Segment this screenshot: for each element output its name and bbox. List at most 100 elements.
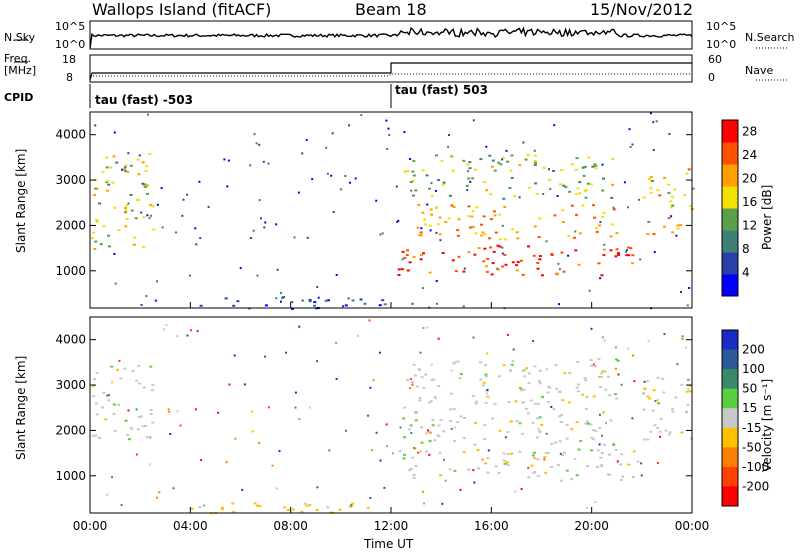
scatter-cell bbox=[548, 386, 552, 389]
noise-cell bbox=[241, 488, 244, 491]
scatter-cell bbox=[556, 273, 559, 276]
noise-cell bbox=[686, 304, 689, 307]
scatter-cell bbox=[541, 395, 544, 398]
scatter-cell bbox=[671, 407, 674, 410]
noise-cell bbox=[559, 268, 561, 271]
scatter-cell bbox=[552, 170, 555, 172]
scatter-cell bbox=[570, 428, 574, 431]
scatter-cell bbox=[492, 250, 496, 253]
noise-cell bbox=[423, 502, 426, 505]
scatter-cell bbox=[112, 412, 116, 415]
scatter-cell bbox=[560, 169, 564, 172]
scatter-cell bbox=[198, 506, 202, 509]
scatter-cell bbox=[568, 190, 572, 193]
scatter-cell bbox=[602, 211, 606, 214]
noise-cell bbox=[509, 369, 512, 372]
scatter-cell bbox=[442, 181, 446, 184]
scatter-cell bbox=[533, 160, 537, 162]
scatter-cell bbox=[125, 204, 129, 207]
scatter-cell bbox=[405, 378, 409, 381]
noise-cell bbox=[631, 417, 634, 420]
scatter-cell bbox=[646, 233, 650, 236]
scatter-cell bbox=[648, 397, 652, 400]
scatter-cell bbox=[534, 182, 538, 185]
noise-cell bbox=[505, 149, 508, 152]
scatter-cell bbox=[562, 270, 566, 273]
noise-cell bbox=[614, 346, 617, 349]
scatter-cell bbox=[125, 218, 129, 220]
noise-cell bbox=[557, 262, 560, 265]
noise-cell bbox=[409, 158, 412, 160]
noise-cell bbox=[676, 363, 679, 366]
noise-cell bbox=[267, 406, 270, 409]
scatter-cell bbox=[662, 391, 666, 394]
scatter-cell bbox=[514, 400, 518, 403]
scatter-cell bbox=[488, 237, 492, 240]
scatter-cell bbox=[220, 508, 224, 511]
noise-cell bbox=[601, 336, 604, 339]
scatter-cell bbox=[532, 451, 536, 454]
scatter-cell bbox=[645, 380, 649, 383]
scatter-cell bbox=[497, 472, 501, 474]
scatter-cell bbox=[536, 262, 540, 264]
noise-cell bbox=[354, 177, 357, 180]
scatter-cell bbox=[236, 300, 240, 303]
scatter-cell bbox=[509, 169, 513, 172]
scatter-cell bbox=[586, 182, 590, 185]
noise-cell bbox=[603, 243, 606, 246]
noise-cell bbox=[420, 227, 423, 230]
scatter-cell bbox=[589, 423, 593, 426]
scatter-cell bbox=[151, 384, 155, 386]
noise-cell bbox=[688, 287, 691, 289]
scatter-cell bbox=[510, 363, 514, 366]
noise-cell bbox=[574, 230, 577, 233]
noise-cell bbox=[512, 348, 515, 351]
scatter-cell bbox=[515, 269, 519, 272]
scatter-cell bbox=[428, 271, 432, 274]
scatter-cell bbox=[474, 402, 478, 405]
noise-cell bbox=[668, 133, 671, 135]
noise-cell bbox=[533, 149, 536, 152]
noise-cell bbox=[640, 462, 643, 465]
scatter-cell bbox=[561, 209, 565, 212]
scatter-cell bbox=[476, 449, 480, 451]
scatter-cell bbox=[509, 420, 513, 423]
scatter-cell bbox=[646, 395, 650, 398]
noise-cell bbox=[441, 502, 444, 505]
axes: 1000 2000 3000 4000 1000 2000 3000 4000 00:00 04:… bbox=[55, 128, 709, 533]
noise-cell bbox=[419, 450, 422, 453]
scatter-cell bbox=[429, 208, 433, 211]
noise-cell bbox=[250, 410, 253, 413]
noise-cell bbox=[113, 131, 116, 134]
ytick-label: 2000 bbox=[55, 218, 86, 232]
colorbar-segment bbox=[722, 349, 738, 370]
scatter-cell bbox=[564, 186, 568, 189]
noise-cell bbox=[687, 387, 690, 390]
noise-cell bbox=[160, 187, 163, 190]
noise-cell bbox=[653, 251, 656, 254]
scatter-cell bbox=[613, 393, 617, 396]
noise-cell bbox=[331, 132, 334, 135]
scatter-cell bbox=[536, 417, 540, 420]
nsearch-tick-top: 10^5 bbox=[706, 20, 737, 33]
noise-cell bbox=[656, 462, 659, 464]
scatter-cell bbox=[475, 206, 479, 209]
noise-cell bbox=[375, 199, 378, 202]
noise-cell bbox=[369, 496, 372, 499]
scatter-cell bbox=[428, 440, 432, 443]
colorbar-tick-label: 20 bbox=[742, 172, 757, 186]
noise-cell bbox=[255, 142, 258, 145]
beam-title: Beam 18 bbox=[355, 0, 427, 19]
noise-cell bbox=[443, 458, 446, 461]
scatter-cell bbox=[462, 451, 466, 454]
noise-cell bbox=[410, 432, 413, 434]
scatter-cell bbox=[506, 464, 510, 467]
velocity-ylabel: Slant Range [km] bbox=[14, 355, 28, 460]
noise-cell bbox=[428, 453, 431, 456]
noise-cell bbox=[652, 121, 655, 124]
scatter-cell bbox=[685, 172, 689, 175]
scatter-cell bbox=[527, 372, 531, 375]
scatter-cell bbox=[149, 365, 153, 368]
scatter-cell bbox=[470, 215, 474, 218]
scatter-cell bbox=[437, 179, 441, 182]
